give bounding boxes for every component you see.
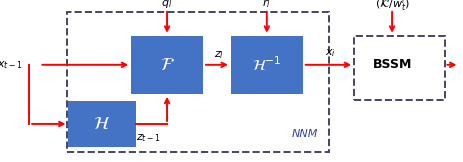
Text: NNM: NNM <box>291 129 317 139</box>
FancyBboxPatch shape <box>131 36 203 94</box>
Text: $(\mathcal{K}/w_t^i)$: $(\mathcal{K}/w_t^i)$ <box>374 0 409 14</box>
Text: $q_l$: $q_l$ <box>161 0 172 10</box>
FancyBboxPatch shape <box>69 101 135 147</box>
Text: $z_l$: $z_l$ <box>214 49 224 61</box>
Text: $r_l$: $r_l$ <box>262 0 270 11</box>
Bar <box>67 12 329 152</box>
Text: $x_i$: $x_i$ <box>325 48 336 59</box>
Text: $\mathcal{F}$: $\mathcal{F}$ <box>159 56 174 74</box>
Text: $x_{t-1}$: $x_{t-1}$ <box>0 59 23 71</box>
Text: $\mathcal{H}$: $\mathcal{H}$ <box>93 115 111 133</box>
Bar <box>353 36 444 100</box>
FancyBboxPatch shape <box>231 36 302 94</box>
Text: $z_{t-1}$: $z_{t-1}$ <box>136 133 161 144</box>
Text: $\mathcal{H}^{-1}$: $\mathcal{H}^{-1}$ <box>251 55 281 74</box>
Text: $\mu_l, P_l$: $\mu_l, P_l$ <box>461 58 463 72</box>
Text: BSSM: BSSM <box>372 58 411 71</box>
